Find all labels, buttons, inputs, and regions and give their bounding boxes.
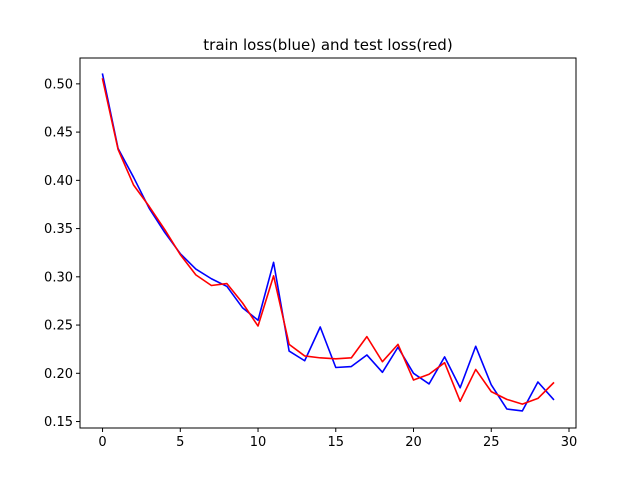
- plot-area: [80, 58, 576, 428]
- chart-title: train loss(blue) and test loss(red): [203, 36, 452, 54]
- y-tick-label: 0.20: [44, 367, 73, 382]
- y-tick-label: 0.45: [44, 126, 73, 141]
- x-tick-label: 5: [176, 435, 184, 450]
- x-tick-label: 10: [250, 435, 267, 450]
- y-tick-label: 0.25: [44, 319, 73, 334]
- y-tick-label: 0.15: [44, 415, 73, 430]
- y-tick-label: 0.30: [44, 270, 73, 285]
- y-tick-label: 0.35: [44, 222, 73, 237]
- series-layer: [101, 73, 555, 412]
- y-axis-ticks: 0.15 0.20 0.25 0.30 0.35 0.40 0.45 0.50: [44, 77, 80, 430]
- x-tick-label: 15: [328, 435, 345, 450]
- y-tick-label: 0.50: [44, 77, 73, 92]
- x-tick-label: 20: [405, 435, 422, 450]
- x-tick-label: 30: [561, 435, 578, 450]
- x-axis-ticks: 0 5 10 15 20 25 30: [98, 428, 577, 450]
- series-line-1: [101, 78, 555, 405]
- plot-frame: [79, 57, 577, 429]
- y-tick-label: 0.40: [44, 174, 73, 189]
- x-tick-label: 25: [483, 435, 500, 450]
- x-tick-label: 0: [98, 435, 106, 450]
